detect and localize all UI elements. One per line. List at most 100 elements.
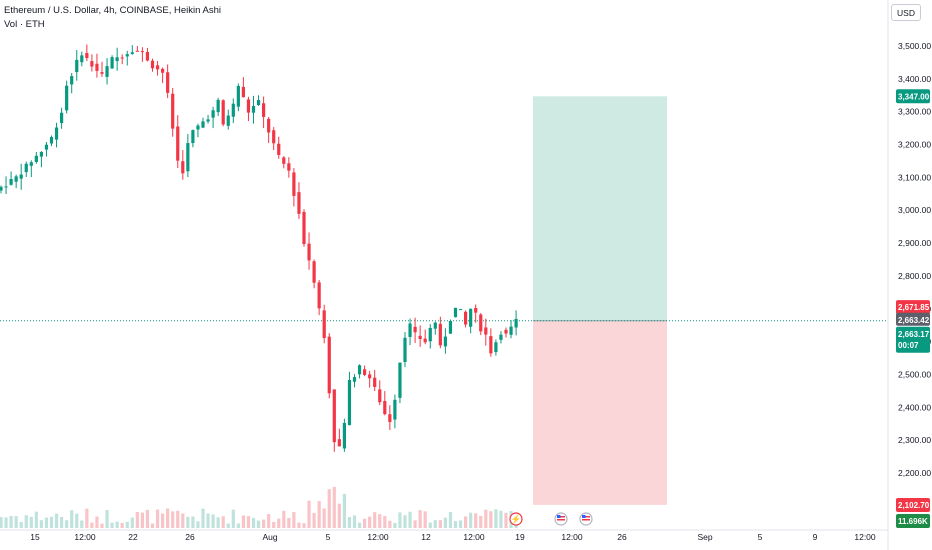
candle[interactable] (504, 329, 508, 334)
candle[interactable] (246, 99, 251, 113)
candle[interactable] (494, 342, 498, 353)
candle[interactable] (206, 119, 210, 122)
candle[interactable] (277, 143, 281, 155)
candle[interactable] (155, 65, 160, 70)
candle[interactable] (14, 176, 18, 182)
candle[interactable] (499, 334, 503, 340)
candle[interactable] (166, 72, 170, 93)
candle[interactable] (479, 314, 483, 332)
currency-button[interactable]: USD (891, 4, 921, 21)
candle[interactable] (514, 318, 518, 328)
candle[interactable] (262, 103, 266, 117)
candle[interactable] (484, 327, 488, 335)
candle[interactable] (469, 308, 473, 327)
candle[interactable] (49, 137, 54, 144)
candle[interactable] (398, 362, 402, 398)
candle[interactable] (110, 57, 114, 69)
candle[interactable] (352, 377, 357, 382)
candle[interactable] (267, 118, 271, 133)
candle[interactable] (292, 172, 296, 196)
candle[interactable] (403, 337, 407, 363)
candle[interactable] (196, 125, 200, 130)
candle[interactable] (438, 323, 442, 346)
candle[interactable] (176, 126, 180, 161)
candle[interactable] (19, 174, 23, 179)
candle[interactable] (221, 100, 225, 125)
candle[interactable] (312, 261, 316, 283)
candle[interactable] (448, 321, 453, 334)
profit-zone[interactable] (533, 96, 667, 321)
candle[interactable] (327, 336, 331, 394)
candle[interactable] (226, 115, 230, 126)
candle[interactable] (251, 106, 256, 113)
candle[interactable] (509, 326, 513, 335)
candle[interactable] (322, 310, 326, 339)
candle[interactable] (65, 85, 69, 111)
candle[interactable] (413, 326, 417, 333)
candle[interactable] (171, 93, 175, 129)
candle[interactable] (216, 99, 220, 113)
candle[interactable] (464, 311, 468, 325)
candle[interactable] (332, 389, 336, 443)
candle[interactable] (24, 163, 28, 173)
candle[interactable] (302, 211, 306, 244)
candle[interactable] (458, 309, 463, 311)
lightning-icon[interactable] (509, 512, 523, 526)
candle[interactable] (272, 130, 276, 144)
candle[interactable] (393, 399, 397, 420)
candle[interactable] (85, 52, 89, 59)
candle[interactable] (181, 161, 185, 174)
candle[interactable] (453, 307, 458, 318)
candle[interactable] (337, 439, 341, 447)
candle[interactable] (80, 55, 84, 63)
candle[interactable] (474, 308, 478, 313)
candle[interactable] (236, 85, 240, 107)
candle[interactable] (433, 322, 437, 329)
candle[interactable] (135, 50, 139, 52)
candle[interactable] (115, 57, 119, 62)
candle[interactable] (282, 157, 286, 164)
candle[interactable] (44, 144, 49, 150)
candle[interactable] (307, 243, 311, 261)
candle[interactable] (317, 282, 321, 309)
candle[interactable] (34, 155, 38, 163)
candle[interactable] (9, 179, 13, 185)
candle[interactable] (287, 163, 291, 171)
candle[interactable] (0, 186, 3, 191)
loss-zone[interactable] (533, 320, 667, 505)
candle[interactable] (145, 52, 150, 61)
candle[interactable] (95, 63, 99, 71)
candle[interactable] (347, 379, 352, 426)
candle[interactable] (378, 389, 382, 403)
candle[interactable] (4, 186, 8, 188)
candle[interactable] (130, 52, 134, 54)
candle[interactable] (342, 422, 346, 449)
candle[interactable] (418, 335, 422, 340)
candle[interactable] (297, 192, 301, 214)
candle[interactable] (75, 59, 79, 73)
candle[interactable] (408, 323, 412, 337)
candle[interactable] (357, 365, 362, 375)
candle[interactable] (363, 369, 367, 375)
candle[interactable] (186, 143, 190, 172)
candle[interactable] (428, 327, 432, 342)
candle[interactable] (423, 338, 427, 343)
candle[interactable] (368, 374, 372, 379)
candle[interactable] (241, 86, 245, 98)
candle[interactable] (388, 414, 392, 423)
candle[interactable] (231, 103, 235, 117)
candle[interactable] (29, 162, 33, 166)
candle[interactable] (161, 68, 165, 73)
candle[interactable] (54, 127, 59, 140)
candle[interactable] (383, 401, 387, 415)
candle[interactable] (39, 151, 43, 157)
candle[interactable] (211, 110, 215, 118)
candle[interactable] (150, 60, 155, 69)
candle[interactable] (443, 336, 447, 347)
candle[interactable] (60, 112, 64, 124)
candle[interactable] (70, 76, 74, 85)
candle[interactable] (191, 130, 195, 144)
candle[interactable] (201, 121, 205, 128)
candle[interactable] (373, 377, 377, 387)
